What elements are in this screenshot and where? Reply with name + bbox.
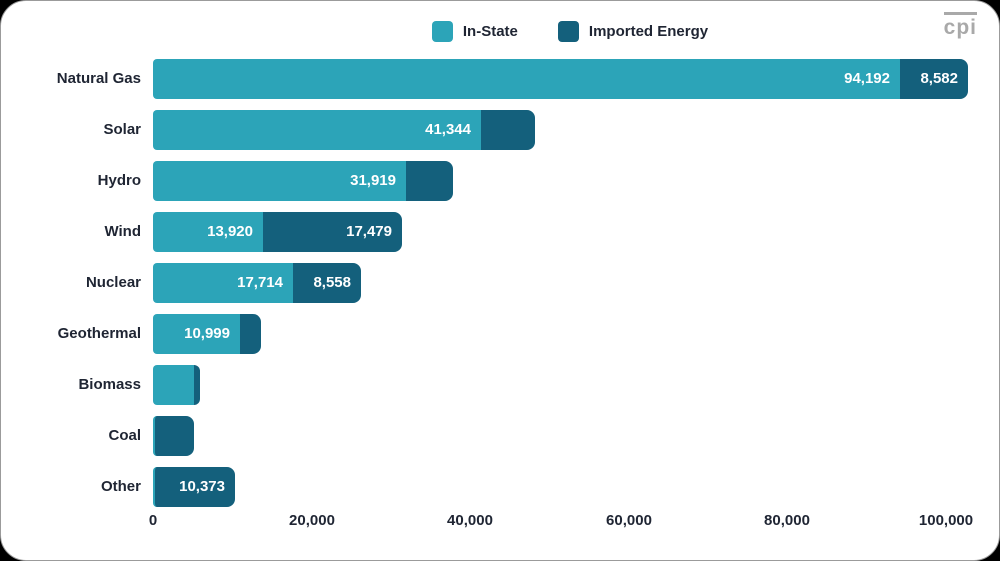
category-label: Geothermal [57, 325, 141, 342]
bar-value-label: 17,714 [237, 274, 283, 291]
category-label: Other [100, 478, 141, 495]
legend-item-imported[interactable]: Imported Energy [557, 21, 709, 42]
legend-label-imported: Imported Energy [588, 23, 709, 40]
legend-item-in-state[interactable]: In-State [431, 21, 518, 42]
bar-track [153, 365, 200, 405]
imported-energy-swatch-icon [557, 21, 579, 42]
bar-track: 94,192 8,582 [153, 59, 968, 99]
bar-value-label: 31,919 [350, 172, 396, 189]
category-label: Natural Gas [56, 70, 141, 87]
bar-track: 13,920 17,479 [153, 212, 402, 252]
bar-row: Coal [1, 416, 999, 456]
bar-segment-imported[interactable] [481, 110, 535, 150]
bar-row: Other 10,373 [1, 467, 999, 507]
bar-segment-in-state[interactable] [153, 365, 194, 405]
legend-label-in-state: In-State [462, 23, 518, 40]
bar-value-label: 13,920 [207, 223, 253, 240]
bar-track: 31,919 [153, 161, 453, 201]
bar-value-label: 94,192 [844, 70, 890, 87]
cpi-logo: cpi [943, 12, 977, 39]
bar-value-label: 41,344 [425, 121, 471, 138]
bar-value-label: 10,373 [179, 478, 225, 495]
bar-row: Solar 41,344 [1, 110, 999, 150]
bar-value-label: 17,479 [346, 223, 392, 240]
bar-track [153, 416, 194, 456]
category-label: Wind [104, 223, 141, 240]
bar-segment-in-state[interactable]: 41,344 [153, 110, 481, 150]
bar-track: 10,373 [153, 467, 235, 507]
bar-row: Wind 13,920 17,479 [1, 212, 999, 252]
bar-value-label: 8,558 [313, 274, 351, 291]
x-axis-tick-label: 100,000 [918, 512, 974, 529]
bar-segment-in-state[interactable]: 13,920 [153, 212, 263, 252]
bar-segment-in-state[interactable]: 17,714 [153, 263, 293, 303]
bar-row: Geothermal 10,999 [1, 314, 999, 354]
x-axis-tick-label: 20,000 [289, 512, 335, 529]
bar-track: 17,714 8,558 [153, 263, 361, 303]
category-label: Coal [108, 427, 141, 444]
bar-track: 41,344 [153, 110, 535, 150]
bar-segment-in-state[interactable]: 10,999 [153, 314, 240, 354]
bar-row: Natural Gas 94,192 8,582 [1, 59, 999, 99]
bar-value-label: 8,582 [920, 70, 958, 87]
bar-segment-imported[interactable]: 8,582 [900, 59, 968, 99]
stacked-bar-chart: Natural Gas 94,192 8,582 Solar 41,344 Hydro 31… [1, 59, 999, 518]
bar-segment-imported[interactable] [194, 365, 200, 405]
x-axis: 0 20,000 40,000 60,000 80,000 100,000 [149, 512, 999, 536]
bar-segment-imported[interactable] [240, 314, 261, 354]
bar-segment-imported[interactable] [153, 416, 194, 456]
bar-row: Biomass [1, 365, 999, 405]
category-label: Solar [103, 121, 141, 138]
legend: In-State Imported Energy [141, 21, 999, 42]
bar-segment-imported[interactable]: 8,558 [293, 263, 361, 303]
bar-segment-in-state[interactable]: 31,919 [153, 161, 406, 201]
in-state-swatch-icon [431, 21, 453, 42]
x-axis-tick-label: 40,000 [447, 512, 493, 529]
bar-track: 10,999 [153, 314, 261, 354]
category-label: Nuclear [85, 274, 141, 291]
bar-segment-imported[interactable]: 17,479 [263, 212, 402, 252]
bar-segment-imported[interactable]: 10,373 [153, 467, 235, 507]
bar-segment-in-state[interactable]: 94,192 [153, 59, 900, 99]
bar-segment-imported[interactable] [406, 161, 453, 201]
x-axis-tick-label: 60,000 [606, 512, 652, 529]
bar-row: Hydro 31,919 [1, 161, 999, 201]
x-axis-tick-label: 80,000 [764, 512, 810, 529]
x-axis-tick-label: 0 [148, 512, 158, 529]
category-label: Biomass [78, 376, 141, 393]
bar-value-label: 10,999 [184, 325, 230, 342]
category-label: Hydro [97, 172, 141, 189]
bar-row: Nuclear 17,714 8,558 [1, 263, 999, 303]
